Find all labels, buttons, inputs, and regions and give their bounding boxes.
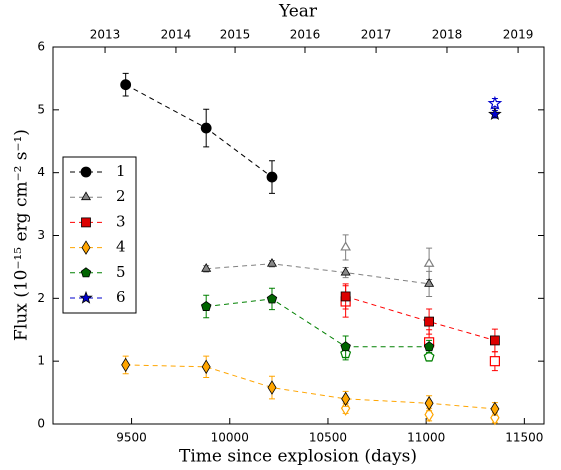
marker [341, 391, 351, 407]
x-tick-label: 11000 [407, 431, 445, 445]
legend-label: 2 [116, 187, 126, 205]
legend-label: 5 [116, 263, 126, 281]
x-tick-label: 10000 [211, 431, 249, 445]
series-line [345, 295, 496, 341]
open-marker [423, 351, 435, 362]
series-line [206, 298, 430, 348]
open-marker [489, 356, 500, 367]
legend-label: 1 [116, 162, 126, 180]
legend-label: 6 [116, 288, 126, 306]
marker [120, 79, 132, 91]
marker [424, 316, 435, 327]
marker [121, 357, 131, 373]
open-marker [423, 257, 435, 267]
marker [340, 266, 351, 276]
open-marker [340, 241, 352, 251]
series-line [206, 263, 430, 285]
marker [488, 107, 502, 121]
series-line [125, 364, 495, 410]
marker [266, 293, 278, 304]
y-tick-label: 6 [37, 40, 45, 54]
marker [201, 262, 212, 272]
x2-tick-label: 2013 [90, 28, 121, 42]
x2-tick-label: 2019 [503, 28, 534, 42]
legend-marker [81, 240, 91, 255]
y-tick-label: 4 [37, 165, 45, 179]
marker [423, 341, 435, 352]
x2-tick-label: 2014 [161, 28, 192, 42]
marker [424, 396, 434, 411]
y-tick-label: 3 [37, 228, 45, 242]
marker [266, 257, 278, 267]
marker [267, 380, 277, 395]
legend-box [62, 156, 137, 314]
marker [340, 341, 351, 352]
x2-tick-label: 2018 [432, 28, 463, 42]
y-tick-label: 5 [37, 102, 45, 116]
open-marker [424, 406, 434, 423]
x2-tick-label: 2016 [290, 28, 321, 42]
marker [266, 171, 278, 183]
x2-tick-label: 2015 [220, 28, 251, 42]
legend-marker [80, 267, 92, 278]
legend-marker [80, 191, 92, 201]
open-marker [487, 95, 503, 110]
x-tick-label: 9500 [116, 431, 147, 445]
series-line [125, 84, 273, 178]
legend-label: 4 [116, 238, 126, 256]
x2-tick-label: 2017 [361, 28, 392, 42]
marker [200, 301, 212, 311]
marker [424, 278, 435, 287]
y-tick-label: 0 [37, 417, 45, 431]
marker [200, 122, 212, 134]
x2-axis-label: Year [278, 2, 318, 22]
legend-marker [79, 290, 93, 304]
marker [201, 359, 211, 375]
y-tick-label: 1 [37, 354, 45, 368]
marker [490, 401, 500, 417]
marker [340, 291, 351, 302]
legend-marker [81, 217, 91, 228]
legend-label: 3 [116, 212, 126, 230]
y-tick-label: 2 [37, 291, 45, 305]
legend-marker [80, 166, 92, 178]
marker [489, 335, 500, 346]
x-tick-label: 10500 [309, 431, 347, 445]
y-axis-label: Flux (10⁻¹⁵ erg cm⁻² s⁻¹) [12, 129, 32, 341]
x-tick-label: 11500 [505, 431, 543, 445]
x-axis-label: Time since explosion (days) [179, 447, 417, 467]
